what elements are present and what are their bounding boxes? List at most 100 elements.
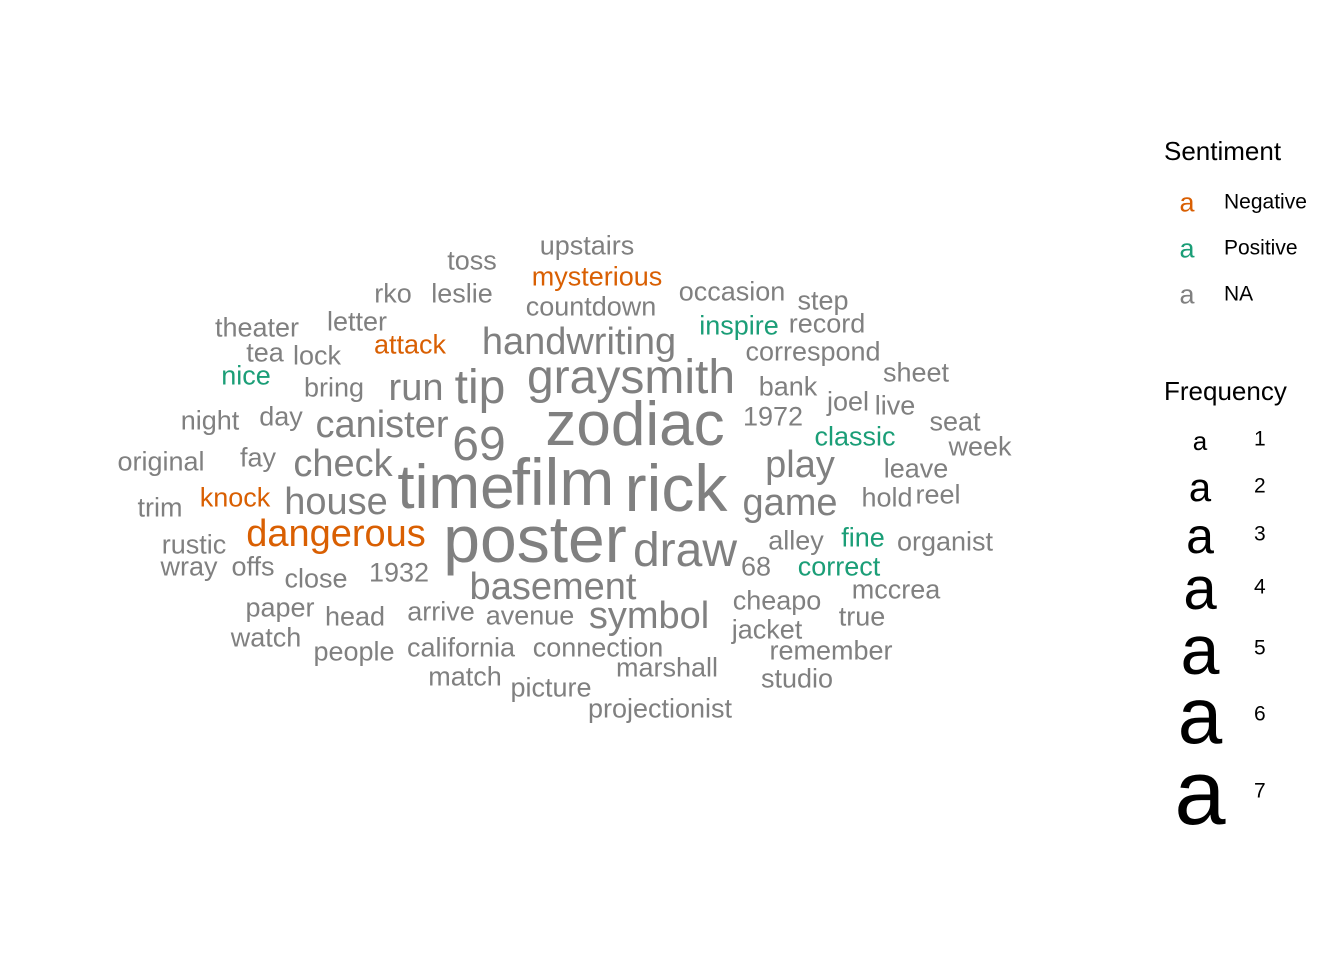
legend-key-frequency-7: a — [1174, 742, 1226, 844]
word-original: original — [117, 446, 205, 477]
word-film: film — [511, 445, 615, 519]
word-marshall: marshall — [615, 652, 719, 683]
legend-label-positive: Positive — [1224, 236, 1298, 260]
legend-title-frequency: Frequency — [1164, 376, 1287, 406]
legend-key-frequency-1: a — [1192, 426, 1208, 456]
word-jacket: jacket — [731, 614, 803, 645]
word-graysmith: graysmith — [526, 351, 736, 404]
word-projectionist: projectionist — [587, 693, 733, 724]
word-basement: basement — [469, 566, 637, 608]
word-week: week — [948, 431, 1012, 462]
word-knock: knock — [199, 482, 271, 513]
word-occasion: occasion — [678, 276, 786, 307]
word-attack: attack — [373, 329, 447, 360]
word-zodiac: zodiac — [545, 390, 725, 459]
legend-key-positive: a — [1179, 233, 1195, 264]
word-1972: 1972 — [742, 401, 804, 432]
legend-key-negative: a — [1179, 187, 1195, 218]
legend-title-sentiment: Sentiment — [1164, 136, 1282, 166]
word-day: day — [259, 401, 303, 432]
word-tea: tea — [246, 337, 284, 368]
legend-label-negative: Negative — [1224, 190, 1307, 214]
word-hold: hold — [861, 482, 913, 513]
word-letter: letter — [326, 306, 388, 337]
word-wray: wray — [160, 551, 218, 582]
word-upstairs: upstairs — [539, 230, 635, 261]
word-theater: theater — [214, 312, 300, 343]
legend-label-frequency-4: 4 — [1254, 575, 1266, 599]
word-record: record — [788, 308, 866, 339]
word-symbol: symbol — [588, 595, 710, 637]
word-cheapo: cheapo — [732, 585, 822, 616]
legend-key-frequency-3: a — [1186, 508, 1214, 564]
word-watch: watch — [230, 622, 302, 653]
word-toss: toss — [447, 245, 497, 276]
word-sheet: sheet — [882, 357, 950, 388]
word-leslie: leslie — [431, 278, 493, 309]
word-inspire: inspire — [699, 310, 779, 341]
word-night: night — [180, 405, 240, 436]
legend-key-frequency-5: a — [1180, 611, 1220, 689]
word-play: play — [765, 444, 835, 486]
word-match: match — [428, 661, 502, 692]
word-69: 69 — [452, 418, 506, 471]
word-time: time — [397, 453, 515, 522]
word-mccrea: mccrea — [851, 574, 941, 605]
word-avenue: avenue — [485, 600, 575, 631]
word-check: check — [293, 443, 393, 485]
word-fay: fay — [239, 442, 277, 473]
word-game: game — [742, 482, 838, 524]
word-1932: 1932 — [368, 557, 430, 588]
word-canister: canister — [315, 404, 449, 446]
word-68: 68 — [740, 551, 772, 582]
word-true: true — [838, 601, 886, 632]
word-step: step — [797, 285, 849, 316]
word-alley: alley — [768, 525, 824, 556]
word-people: people — [313, 636, 395, 667]
legend-label-frequency-3: 3 — [1254, 522, 1266, 546]
word-organist: organist — [896, 526, 994, 557]
word-tip: tip — [454, 361, 506, 414]
word-correct: correct — [797, 551, 881, 582]
legend-label-frequency-1: 1 — [1254, 427, 1266, 451]
legend-label-frequency-6: 6 — [1254, 702, 1266, 726]
word-mysterious: mysterious — [531, 261, 663, 292]
word-run: run — [388, 367, 444, 409]
word-trim: trim — [137, 492, 183, 523]
word-nice: nice — [221, 360, 271, 391]
word-paper: paper — [245, 592, 315, 623]
legend-key-frequency-4: a — [1183, 555, 1217, 622]
word-live: live — [874, 390, 916, 421]
word-reel: reel — [915, 479, 961, 510]
legend-label-frequency-7: 7 — [1254, 779, 1266, 803]
word-remember: remember — [769, 635, 893, 666]
legend-label-frequency-2: 2 — [1254, 474, 1266, 498]
word-bank: bank — [758, 371, 818, 402]
legend-key-frequency-2: a — [1188, 466, 1212, 510]
word-house: house — [284, 481, 388, 523]
word-arrive: arrive — [407, 596, 475, 627]
word-poster: poster — [443, 502, 627, 576]
word-head: head — [324, 601, 386, 632]
word-studio: studio — [760, 663, 834, 694]
word-handwriting: handwriting — [481, 321, 677, 363]
legend-key-frequency-6: a — [1177, 671, 1223, 760]
word-close: close — [284, 563, 348, 594]
word-joel: joel — [826, 386, 870, 417]
word-fine: fine — [841, 522, 885, 553]
word-lock: lock — [292, 340, 342, 371]
word-countdown: countdown — [525, 291, 657, 322]
word-rko: rko — [374, 278, 412, 309]
word-connection: connection — [532, 632, 664, 663]
word-leave: leave — [883, 453, 949, 484]
word-seat: seat — [929, 406, 981, 437]
word-rustic: rustic — [161, 529, 227, 560]
legend-label-na: NA — [1224, 282, 1254, 306]
word-rick: rick — [624, 451, 728, 525]
legend-key-na: a — [1179, 279, 1195, 310]
word-classic: classic — [814, 421, 896, 452]
word-draw: draw — [632, 524, 738, 577]
legend-label-frequency-5: 5 — [1254, 636, 1266, 660]
word-california: california — [406, 632, 516, 663]
